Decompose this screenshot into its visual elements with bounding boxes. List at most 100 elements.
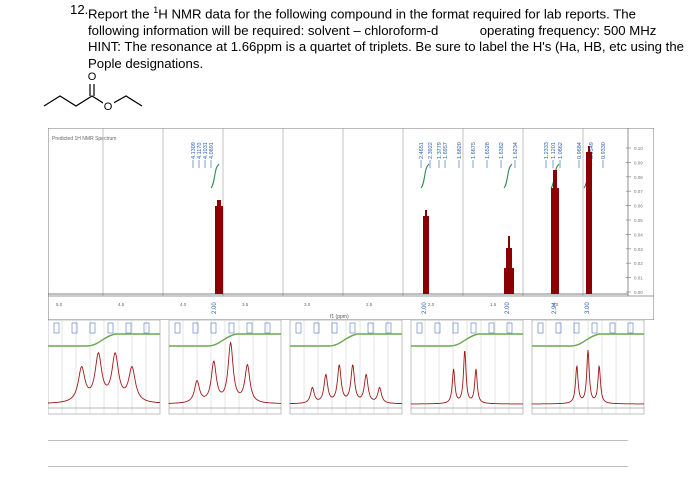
peak-bar — [215, 206, 217, 294]
peak-label: 2.4651 — [419, 142, 425, 159]
multiplet — [586, 146, 592, 294]
integral-label: 2.00 — [422, 302, 428, 314]
y-tick-label: 0.09 — [634, 160, 643, 165]
x-tick-label: 1.5 — [490, 302, 497, 307]
y-tick-label: 0.05 — [634, 218, 643, 223]
peak-label: 1.0862 — [558, 142, 564, 159]
integral-label-box — [550, 295, 558, 317]
superscript-one: 1 — [153, 5, 159, 15]
molecule-structure: O O — [43, 71, 143, 112]
inset-mark — [125, 322, 132, 334]
x-tick-label: 4.5 — [118, 302, 125, 307]
y-tick-label: 0.04 — [634, 232, 643, 237]
y-tick-label: 0.07 — [634, 189, 643, 194]
inset-mark — [246, 322, 253, 334]
inset-mark — [555, 322, 562, 334]
inset-mark — [228, 322, 235, 334]
inset-spectrum-line — [168, 341, 281, 404]
y-tick-label: 0.01 — [634, 276, 643, 281]
peak-label: 1.2333 — [544, 142, 550, 159]
carbonyl-oxygen-label: O — [88, 71, 97, 83]
nmr-spectrum: Predicted 1H NMR Spectrum 4.1309 4.1170 4.… — [48, 128, 654, 320]
x-tick-label: 3.0 — [304, 302, 311, 307]
inset-mark — [89, 322, 96, 334]
inset-mark — [349, 322, 356, 334]
integral-curves: 2.00 2.00 2.00 2.94 3.00 — [210, 163, 593, 317]
peak-label: 4.0891 — [209, 142, 215, 159]
x-tick-label: 1.0 — [552, 302, 559, 307]
x-axis-label: f1 (ppm) — [330, 314, 349, 320]
inset-mark — [470, 322, 477, 334]
inset-mark — [53, 322, 60, 334]
question-text-part2: H NMR data for the following compound in… — [88, 6, 636, 38]
inset-mark — [331, 322, 338, 334]
y-tick-label: 0.10 — [634, 146, 643, 151]
integral-label: 2.00 — [212, 302, 218, 314]
multiplet — [504, 236, 514, 294]
peak-label-group: 1.2333 1.1201 1.0862 — [544, 142, 564, 168]
multiplet — [423, 210, 429, 294]
inset-mark — [537, 322, 544, 334]
y-tick-label: 0.00 — [634, 290, 643, 295]
peak-bar — [512, 268, 514, 294]
peak-bar — [423, 216, 425, 294]
x-tick-label: 2.0 — [428, 302, 435, 307]
multiplet — [551, 170, 559, 294]
inset-spectrum-line — [48, 351, 161, 404]
inset-spectrum-line — [531, 349, 644, 405]
peak-label: 0.9330 — [601, 142, 607, 159]
integral-label: 2.94 — [552, 302, 558, 314]
inset-panel — [410, 320, 524, 415]
y-tick-label: 0.06 — [634, 204, 643, 209]
inset-spectrum-line — [410, 350, 523, 405]
inset-panel — [48, 320, 161, 415]
x-tick-label: 5.0 — [56, 302, 63, 307]
question-text-part1: Report the — [88, 6, 154, 22]
peak-label: 1.6528 — [485, 142, 491, 159]
peak-label: 4.1031 — [203, 142, 209, 159]
peak-label: 1.1201 — [551, 142, 557, 159]
inset-mark — [174, 322, 181, 334]
inset-mark — [416, 322, 423, 334]
multiplet-insets — [48, 320, 645, 415]
peak-label: 0.9549 — [589, 142, 595, 159]
integral-curve — [420, 163, 430, 189]
peak-label-group: 2.4651 2.3922 1.3779 — [419, 142, 443, 168]
inset-mark — [434, 322, 441, 334]
multiplet — [215, 200, 223, 294]
peak-bar — [221, 206, 223, 294]
integral-label-box — [210, 295, 218, 317]
question-text-part3: operating frequency: 500 MHz HINT: The r… — [88, 22, 685, 71]
inset-integral — [290, 333, 402, 347]
peak-label-group: 4.1309 4.1170 4.1031 4.0891 — [191, 142, 215, 168]
peak-bar — [219, 200, 221, 294]
y-tick-label: 0.08 — [634, 175, 643, 180]
inset-mark — [107, 322, 114, 334]
peak-bar — [590, 152, 592, 294]
peak-bar — [510, 248, 512, 294]
peak-bar — [506, 248, 508, 294]
integral-label-box — [420, 295, 428, 317]
peak-bar — [586, 152, 588, 294]
peak-bar — [508, 236, 510, 294]
inset-spectrum-line — [289, 364, 402, 405]
inset-mark — [295, 322, 302, 334]
peak-label: 4.1170 — [197, 143, 203, 159]
spectrum-peaks — [215, 146, 592, 294]
integral-label: 3.00 — [585, 302, 591, 314]
inset-panel — [531, 320, 645, 415]
question-body: Report the 1H NMR data for the following… — [88, 2, 690, 72]
question-text: 12. Report the 1H NMR data for the follo… — [70, 2, 690, 72]
y-axis-ticks: 0.10 0.09 0.08 0.07 0.06 0.05 0.04 0.03 0.02 0.01… — [626, 146, 643, 295]
question-number: 12. — [70, 2, 89, 17]
inset-mark — [313, 322, 320, 334]
peak-bar — [553, 170, 555, 294]
inset-mark — [609, 322, 616, 334]
peak-label: 0.9684 — [577, 142, 583, 159]
molecule-bonds — [43, 95, 143, 107]
peak-bar — [217, 200, 219, 294]
inset-mark — [264, 322, 271, 334]
inset-mark — [385, 322, 392, 334]
inset-mark — [367, 322, 374, 334]
integral-curve — [503, 163, 513, 189]
